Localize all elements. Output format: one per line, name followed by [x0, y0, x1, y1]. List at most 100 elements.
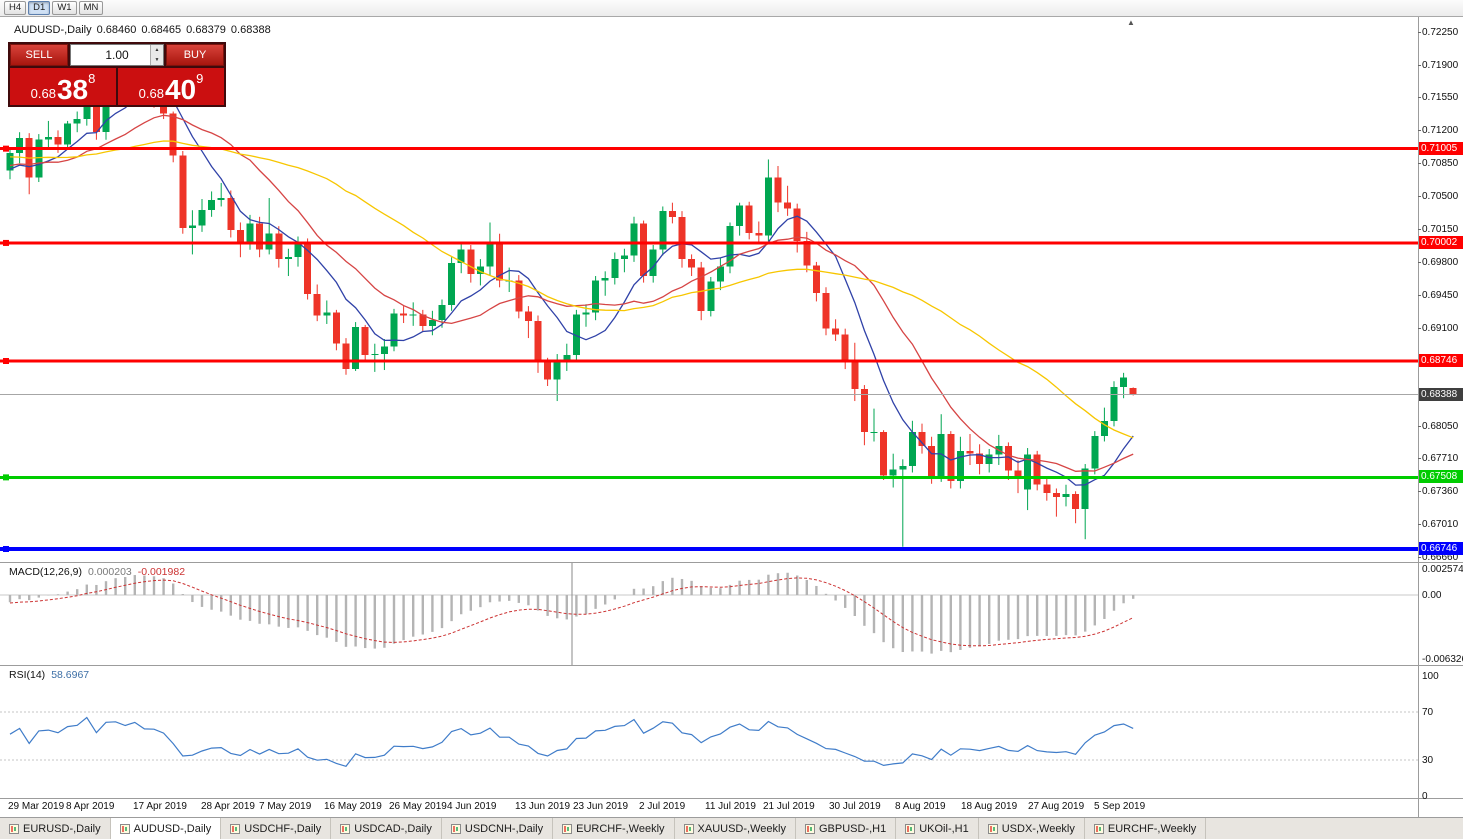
candle: [524, 311, 532, 322]
level-price-badge[interactable]: 0.71005: [1419, 141, 1463, 155]
candle: [793, 208, 801, 242]
chart-tab-label: USDCHF-,Daily: [244, 822, 322, 835]
date-axis-label: 29 Mar 2019: [8, 801, 65, 812]
level-price-badge[interactable]: 0.68746: [1419, 354, 1463, 367]
candle: [1043, 484, 1051, 494]
price-axis-tick: 0.71200: [1417, 125, 1459, 137]
rsi-dateaxis-divider: [0, 798, 1463, 799]
chart-tab-ukoil-h1[interactable]: UKOil-,H1: [896, 818, 979, 839]
chart-tab-xauusd-weekly[interactable]: XAUUSD-,Weekly: [675, 818, 796, 839]
candle: [918, 432, 926, 447]
volume-field[interactable]: 1.00 ▲ ▼: [70, 44, 164, 66]
price-axis-separator: [1418, 17, 1419, 817]
rsi-axis-tick: 70: [1422, 707, 1434, 718]
chart-tab-eurusd-daily[interactable]: EURUSD-,Daily: [0, 818, 111, 839]
chart-tab-gbpusd-h1[interactable]: GBPUSD-,H1: [796, 818, 897, 839]
rsi-axis-tick: 30: [1422, 755, 1434, 766]
price-chart-canvas[interactable]: [0, 17, 1418, 562]
candle: [428, 320, 436, 326]
timeframe-button-d1[interactable]: D1: [28, 1, 51, 15]
macd-indicator-canvas[interactable]: [0, 563, 1418, 665]
candle: [860, 388, 868, 433]
level-line-handle[interactable]: [3, 474, 9, 481]
price-axis-tick: 0.69450: [1417, 289, 1459, 301]
chart-tab-usdchf-daily[interactable]: USDCHF-,Daily: [221, 818, 332, 839]
chart-tab-usdcad-daily[interactable]: USDCAD-,Daily: [331, 818, 442, 839]
buy-button[interactable]: BUY: [166, 44, 224, 66]
chart-tab-label: EURUSD-,Daily: [23, 822, 101, 835]
ohlc-close: 0.68388: [230, 24, 271, 36]
sell-price-display[interactable]: 0.68 38 8: [10, 68, 116, 105]
macd-label: MACD(12,26,9) 0.000203 -0.001982: [9, 566, 191, 578]
volume-down-button[interactable]: ▼: [151, 55, 163, 65]
sell-button[interactable]: SELL: [10, 44, 68, 66]
candle: [6, 152, 14, 171]
candle: [620, 255, 628, 260]
chart-shift-marker-icon[interactable]: ▲: [1127, 18, 1135, 27]
candle: [467, 249, 475, 275]
candle: [352, 326, 360, 370]
candle: [707, 281, 715, 311]
date-axis-label: 13 Jun 2019: [515, 801, 571, 812]
volume-up-button[interactable]: ▲: [151, 45, 163, 55]
chart-tab-eurchf-weekly[interactable]: EURCHF-,Weekly: [1085, 818, 1207, 839]
price-axis-tick: 0.71900: [1417, 59, 1459, 71]
date-axis-label: 17 Apr 2019: [133, 801, 187, 812]
rsi-indicator-canvas[interactable]: [0, 666, 1418, 798]
trade-prices-row: 0.68 38 8 0.68 40 9: [10, 68, 224, 105]
chart-tab-icon: [987, 823, 998, 834]
candle: [803, 241, 811, 266]
level-line-handle[interactable]: [3, 358, 9, 364]
candle: [966, 450, 974, 454]
chart-tab-audusd-daily[interactable]: AUDUSD-,Daily: [110, 818, 222, 839]
chart-tab-usdx-weekly[interactable]: USDX-,Weekly: [979, 818, 1085, 839]
buy-price-display[interactable]: 0.68 40 9: [118, 68, 224, 105]
chart-tab-icon: [905, 823, 916, 834]
candle: [361, 326, 369, 355]
date-axis-label: 8 Aug 2019: [895, 801, 946, 812]
candle: [880, 432, 888, 476]
sma-slow-line: [9, 140, 1134, 439]
candle: [889, 469, 897, 476]
candle: [1110, 386, 1118, 421]
candle: [102, 83, 110, 133]
level-price-badge[interactable]: 0.67508: [1419, 470, 1463, 484]
candle: [985, 454, 993, 465]
candle: [400, 313, 408, 316]
candle: [736, 205, 744, 227]
candle: [246, 223, 254, 244]
macd-signal-line: [9, 577, 1134, 647]
candle: [457, 249, 465, 263]
candle: [438, 305, 446, 321]
price-macd-divider[interactable]: [0, 562, 1463, 563]
level-line-handle[interactable]: [3, 239, 9, 246]
candle: [476, 266, 484, 275]
ohlc-high: 0.68465: [141, 24, 182, 36]
price-axis-tick: 0.67010: [1417, 519, 1459, 531]
chart-tab-label: USDCNH-,Daily: [464, 822, 544, 835]
candle: [697, 267, 705, 311]
buy-price-prefix: 0.68: [138, 86, 164, 101]
candle: [553, 360, 561, 380]
candle: [678, 216, 686, 260]
timeframe-button-mn[interactable]: MN: [78, 1, 104, 15]
trade-controls-row: SELL 1.00 ▲ ▼ BUY: [10, 44, 224, 66]
timeframe-button-h4[interactable]: H4: [4, 1, 27, 15]
level-line-handle[interactable]: [3, 546, 9, 552]
level-line-handle[interactable]: [3, 145, 9, 152]
chart-tab-eurchf-weekly[interactable]: EURCHF-,Weekly: [553, 818, 675, 839]
chart-tab-label: USDX-,Weekly: [1001, 822, 1075, 835]
level-price-badge[interactable]: 0.70002: [1419, 235, 1463, 249]
candle: [688, 259, 696, 268]
candle: [668, 211, 676, 217]
timeframe-button-w1[interactable]: W1: [52, 1, 77, 15]
candle: [496, 244, 504, 281]
timeframe-toolbar: H4 D1 W1 MN: [0, 0, 1463, 17]
macd-rsi-divider[interactable]: [0, 665, 1463, 666]
price-axis-tick: 0.68050: [1417, 421, 1459, 433]
level-price-badge[interactable]: 0.66746: [1419, 542, 1463, 555]
chart-tab-usdcnh-daily[interactable]: USDCNH-,Daily: [442, 818, 554, 839]
rsi-axis-tick: 0: [1422, 791, 1428, 802]
chart-header: AUDUSD-,Daily 0.68460 0.68465 0.68379 0.6838…: [14, 24, 276, 36]
candle: [908, 432, 916, 466]
